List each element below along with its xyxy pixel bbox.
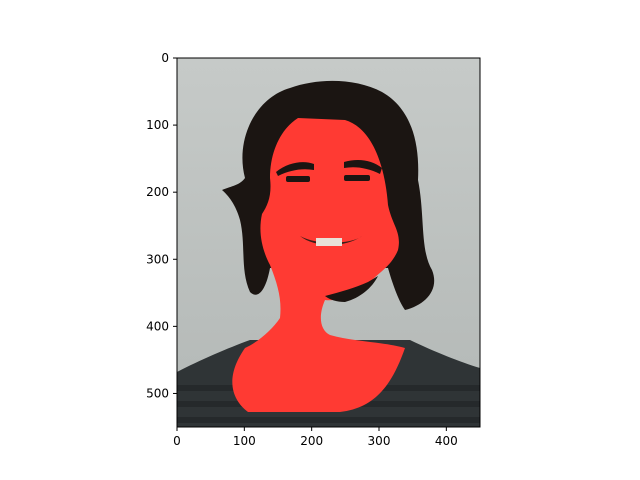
y-axis: 0 100 200 300 400 500 (146, 51, 177, 400)
y-tick-label: 100 (146, 118, 169, 132)
right-eye (344, 175, 370, 181)
left-eyebrow (276, 162, 314, 176)
y-tick-label: 400 (146, 319, 169, 333)
mouth (300, 236, 362, 245)
x-tick-label: 300 (368, 434, 391, 448)
y-tick-label: 200 (146, 185, 169, 199)
skin-mask-region (232, 118, 405, 412)
masked-portrait-image (177, 58, 480, 427)
jaw-shadow (325, 276, 378, 302)
y-tick-label: 500 (146, 386, 169, 400)
left-eye (286, 176, 310, 182)
x-tick-label: 200 (300, 434, 323, 448)
x-tick-label: 400 (435, 434, 458, 448)
x-tick-label: 0 (173, 434, 181, 448)
y-tick-label: 300 (146, 252, 169, 266)
right-eyebrow (344, 160, 382, 174)
image-frame (176, 57, 481, 428)
y-tick-label: 0 (161, 51, 169, 65)
teeth (316, 238, 342, 246)
x-tick-label: 100 (233, 434, 256, 448)
x-axis: 0 100 200 300 400 (173, 427, 458, 448)
